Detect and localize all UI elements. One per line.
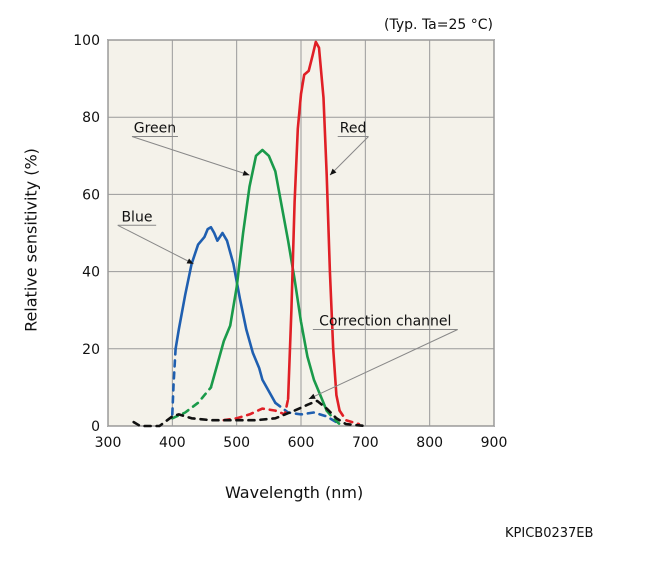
label-leader-correction-channel	[308, 329, 458, 400]
label-leader-red	[329, 136, 369, 176]
x-tick-label-0: 300	[95, 435, 122, 451]
x-tick-label-6: 900	[481, 435, 508, 451]
y-tick-label-1: 20	[82, 342, 100, 358]
label-arrow-green	[242, 170, 250, 176]
red-curve-solid-1	[286, 40, 341, 412]
blue-curve-dashed-2	[274, 401, 341, 426]
series-label-green: Green	[134, 121, 176, 137]
y-tick-label-2: 40	[82, 265, 100, 281]
correction-channel-curve-dashed-0	[132, 399, 367, 428]
label-arrow-blue	[186, 258, 194, 264]
x-tick-label-1: 400	[159, 435, 186, 451]
green-curve-dashed-0	[171, 386, 213, 420]
y-tick-label-5: 100	[73, 33, 100, 49]
blue-curve-solid-1	[174, 225, 277, 405]
x-tick-label-3: 600	[288, 435, 315, 451]
x-axis-label: Wavelength (nm)	[225, 483, 364, 502]
red-curve-dashed-2	[338, 409, 361, 426]
tick-labels: 300 400 500 600 700 800 900 0 20 40 60 80 100	[73, 33, 507, 451]
label-leader-green	[131, 136, 250, 176]
label-arrow-correction-channel	[308, 393, 316, 399]
label-arrow-red	[329, 168, 337, 176]
y-tick-label-4: 80	[82, 110, 100, 126]
y-axis-label: Relative sensitivity (%)	[21, 148, 41, 332]
y-tick-label-3: 60	[82, 187, 100, 203]
x-tick-label-4: 700	[352, 435, 379, 451]
green-curve-dashed-2	[325, 409, 341, 426]
x-tick-label-2: 500	[223, 435, 250, 451]
label-leader-blue	[117, 224, 194, 265]
series-label-red: Red	[340, 121, 367, 137]
series-labels: Blue Green Red Correction channel	[117, 121, 458, 400]
series-layer	[132, 40, 367, 428]
y-tick-label-0: 0	[91, 419, 100, 435]
series-label-blue: Blue	[121, 209, 152, 225]
x-tick-label-5: 800	[416, 435, 443, 451]
blue-curve-dashed-0	[171, 347, 177, 416]
grid	[107, 39, 495, 427]
condition-note: (Typ. Ta=25 °C)	[384, 17, 493, 33]
figure-code: KPICB0237EB	[505, 526, 594, 541]
series-label-correction-channel: Correction channel	[319, 314, 451, 330]
green-curve-solid-1	[209, 148, 328, 412]
